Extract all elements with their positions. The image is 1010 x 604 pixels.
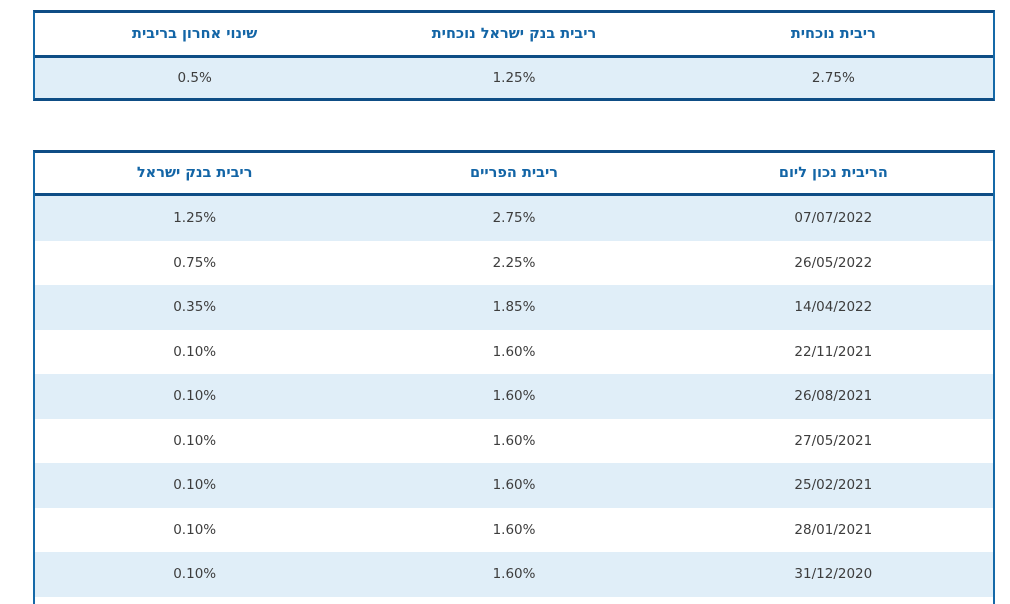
date-cell: 14/04/2022 bbox=[794, 299, 873, 316]
value-last-change: 0.5% bbox=[177, 70, 212, 86]
header-boi-current-rate: ריבית בנק ישראל נוכחית bbox=[431, 26, 597, 42]
table-row: 22/11/2021 1.60% 0.10% bbox=[35, 329, 993, 374]
date-cell: 26/08/2021 bbox=[794, 388, 873, 405]
current-rates-header-row: ריבית נוכחית ריבית בנק ישראל נוכחית שינו… bbox=[35, 13, 993, 58]
date-cell: 27/05/2021 bbox=[794, 432, 873, 449]
prime-rate-cell: 2.25% bbox=[492, 254, 536, 271]
header-current-rate: ריבית נוכחית bbox=[790, 26, 876, 42]
boi-rate-cell: 0.35% bbox=[173, 299, 217, 316]
date-cell: 26/05/2022 bbox=[794, 254, 873, 271]
header-boi-rate: ריבית בנק ישראל bbox=[136, 165, 253, 181]
table-row: 26/08/2021 1.60% 0.10% bbox=[35, 374, 993, 419]
date-cell: 28/01/2021 bbox=[794, 521, 873, 538]
prime-rate-cell: 1.60% bbox=[492, 477, 536, 494]
header-last-change: שינוי אחרון בריבית bbox=[132, 26, 258, 42]
date-cell: 31/12/2020 bbox=[794, 566, 873, 583]
history-header-row: הריבית נכון ליום ריבית הפריים ריבית בנק … bbox=[35, 153, 993, 196]
table-row-partial bbox=[35, 596, 993, 604]
table-row: 31/12/2020 1.60% 0.10% bbox=[35, 552, 993, 597]
boi-rate-cell: 0.10% bbox=[173, 566, 217, 583]
prime-rate-cell: 1.60% bbox=[492, 521, 536, 538]
prime-rate-cell: 1.60% bbox=[492, 343, 536, 360]
table-row: 14/04/2022 1.85% 0.35% bbox=[35, 285, 993, 330]
boi-rate-cell: 0.10% bbox=[173, 477, 217, 494]
boi-rate-cell: 0.75% bbox=[173, 254, 217, 271]
date-cell: 22/11/2021 bbox=[794, 343, 873, 360]
prime-rate-cell: 1.60% bbox=[492, 566, 536, 583]
value-current-rate: 2.75% bbox=[811, 70, 855, 86]
current-rates-table: ריבית נוכחית ריבית בנק ישראל נוכחית שינו… bbox=[33, 10, 995, 101]
header-prime-rate: ריבית הפריים bbox=[470, 165, 558, 181]
prime-rate-cell: 2.75% bbox=[492, 210, 536, 227]
table-row: 25/02/2021 1.60% 0.10% bbox=[35, 463, 993, 508]
table-row: 07/07/2022 2.75% 1.25% bbox=[35, 196, 993, 241]
boi-rate-cell: 0.10% bbox=[173, 432, 217, 449]
date-cell: 25/02/2021 bbox=[794, 477, 873, 494]
prime-rate-cell: 1.60% bbox=[492, 388, 536, 405]
boi-rate-cell: 0.10% bbox=[173, 521, 217, 538]
value-boi-current-rate: 1.25% bbox=[492, 70, 536, 86]
prime-rate-cell: 1.85% bbox=[492, 299, 536, 316]
table-row: 27/05/2021 1.60% 0.10% bbox=[35, 418, 993, 463]
history-table: הריבית נכון ליום ריבית הפריים ריבית בנק … bbox=[33, 150, 995, 604]
boi-rate-cell: 0.10% bbox=[173, 388, 217, 405]
boi-rate-cell: 0.10% bbox=[173, 343, 217, 360]
header-as-of-date: הריבית נכון ליום bbox=[778, 165, 888, 181]
table-row: 26/05/2022 2.25% 0.75% bbox=[35, 240, 993, 285]
boi-rate-cell: 1.25% bbox=[173, 210, 217, 227]
date-cell: 07/07/2022 bbox=[794, 210, 873, 227]
prime-rate-cell: 1.60% bbox=[492, 432, 536, 449]
current-rates-data-row: 2.75% 1.25% 0.5% bbox=[35, 58, 993, 98]
table-row: 28/01/2021 1.60% 0.10% bbox=[35, 507, 993, 552]
